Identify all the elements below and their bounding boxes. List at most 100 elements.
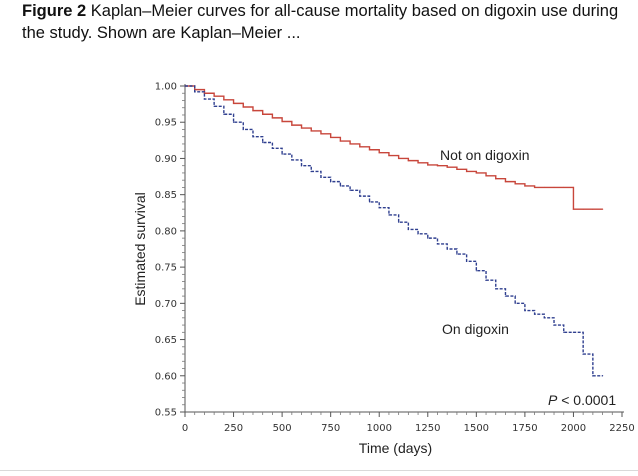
series-point xyxy=(592,375,594,377)
series-point xyxy=(310,130,312,132)
series-point xyxy=(203,98,206,100)
series-point xyxy=(514,183,516,185)
series-point xyxy=(291,124,293,126)
series-point xyxy=(534,186,536,189)
series-point xyxy=(378,152,380,154)
x-tick-label: 1500 xyxy=(464,423,489,434)
series-point xyxy=(349,189,351,191)
series-point xyxy=(436,243,439,245)
series-point xyxy=(504,295,507,297)
series-point xyxy=(300,165,303,167)
series-point xyxy=(281,153,283,155)
y-tick-label: 0.95 xyxy=(155,118,177,129)
series-point xyxy=(213,95,215,97)
y-axis-title: Estimated survival xyxy=(132,192,148,306)
series-layer xyxy=(184,85,604,377)
series-point xyxy=(242,106,244,108)
series-point xyxy=(262,113,264,115)
y-tick-label: 1.00 xyxy=(155,82,177,93)
series-point xyxy=(359,195,361,197)
p-value-symbol: P xyxy=(548,392,558,408)
series-point xyxy=(349,143,351,145)
series-point xyxy=(262,141,264,144)
series-point xyxy=(553,186,555,189)
y-tick-label: 0.60 xyxy=(155,371,177,382)
series-point xyxy=(436,165,439,167)
series-point xyxy=(495,178,497,180)
series-point xyxy=(203,92,206,94)
series-point xyxy=(572,208,575,210)
series-point xyxy=(427,237,429,239)
x-tick-label: 1750 xyxy=(512,423,537,434)
x-axis-title: Time (days) xyxy=(359,440,432,456)
series-point xyxy=(417,162,419,164)
p-value-annotation: P < 0.0001 xyxy=(548,392,616,408)
figure-caption: Figure 2 Kaplan–Meier curves for all-cau… xyxy=(22,0,622,44)
x-tick-label: 250 xyxy=(224,423,243,434)
series-point xyxy=(514,302,516,304)
series-point xyxy=(213,105,215,107)
caption-text: Kaplan–Meier curves for all-cause mortal… xyxy=(22,2,619,42)
series-point xyxy=(417,233,419,235)
series-point xyxy=(524,185,526,187)
series-point xyxy=(194,91,196,93)
series-point xyxy=(475,172,477,174)
axes-layer: 0.55 0.60 0.65 0.70 0.75 0.80 0.85 0.90 0.95 1.00… xyxy=(155,82,635,435)
series-point xyxy=(563,186,565,189)
series-point xyxy=(601,208,604,210)
series-point xyxy=(495,288,497,290)
series-label-not-on-digoxin: Not on digoxin xyxy=(440,147,530,163)
series-point xyxy=(398,157,400,160)
series-point xyxy=(504,181,507,183)
series-point xyxy=(339,185,341,187)
series-point xyxy=(368,201,371,203)
series-point xyxy=(446,166,448,168)
series-point xyxy=(330,136,332,139)
y-tick-label: 0.70 xyxy=(155,299,177,310)
x-tick-label: 0 xyxy=(182,423,188,434)
series-point xyxy=(466,170,468,173)
series-point xyxy=(592,208,594,210)
x-tick-label: 2000 xyxy=(561,423,586,434)
series-point xyxy=(378,207,380,209)
series-point xyxy=(339,140,341,142)
y-tick-label: 0.90 xyxy=(155,154,177,165)
y-tick-label: 0.85 xyxy=(155,190,177,201)
series-point xyxy=(466,260,468,262)
p-value-text: < 0.0001 xyxy=(557,392,616,408)
x-tick-label: 750 xyxy=(321,423,340,434)
series-point xyxy=(475,270,477,272)
series-point xyxy=(543,186,545,189)
series-point xyxy=(388,214,390,216)
series-point xyxy=(223,99,225,101)
series-point xyxy=(601,375,604,377)
series-point xyxy=(368,149,371,151)
series-point xyxy=(184,85,186,87)
series-point xyxy=(320,176,322,178)
series-point xyxy=(446,248,448,250)
series-point xyxy=(534,313,536,315)
series-point xyxy=(553,324,555,326)
x-tick-label: 2250 xyxy=(609,423,634,434)
bottom-divider xyxy=(0,470,638,471)
y-tick-label: 0.55 xyxy=(155,408,177,419)
x-tick-label: 1250 xyxy=(415,423,440,434)
x-tick-label: 1000 xyxy=(366,423,391,434)
series-point xyxy=(232,121,235,123)
series-point xyxy=(359,146,361,148)
series-point xyxy=(232,102,235,104)
y-tick-label: 0.75 xyxy=(155,263,177,274)
series-point xyxy=(330,181,332,183)
series-point xyxy=(271,147,273,149)
series-point xyxy=(582,353,584,355)
series-point xyxy=(388,154,390,157)
series-point xyxy=(271,117,273,119)
series-point xyxy=(572,186,575,189)
series-point xyxy=(543,317,545,319)
series-point xyxy=(456,168,458,170)
series-point xyxy=(427,164,429,166)
y-tick-label: 0.80 xyxy=(155,226,177,237)
series-point xyxy=(524,309,526,312)
series-point xyxy=(563,331,565,333)
